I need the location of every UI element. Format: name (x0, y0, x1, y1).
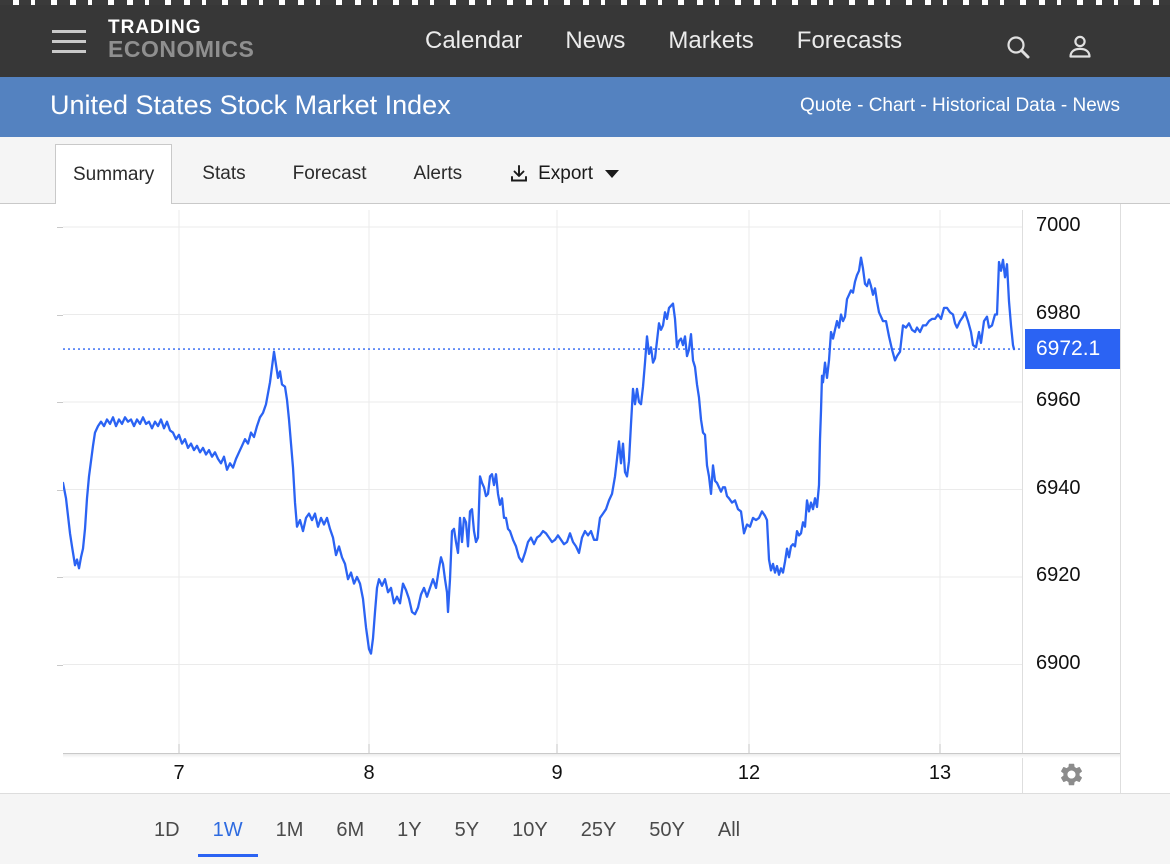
tab-alerts[interactable]: Alerts (413, 162, 463, 184)
chevron-down-icon (605, 169, 620, 178)
y-tick-label: 6900 (1036, 651, 1081, 674)
quick-link-chart[interactable]: Chart (868, 95, 916, 116)
range-25y[interactable]: 25Y (580, 819, 617, 841)
tab-forecast[interactable]: Forecast (292, 162, 367, 184)
y-axis-tick (57, 402, 63, 403)
link-separator: - (915, 95, 933, 116)
range-1y[interactable]: 1Y (397, 819, 422, 841)
nav-item-markets[interactable]: Markets (668, 27, 754, 54)
hamburger-menu-icon[interactable] (52, 30, 86, 53)
y-axis-tick (57, 227, 63, 228)
current-price-badge: 6972.1 (1025, 329, 1120, 370)
chart-settings-gear-icon[interactable] (1058, 761, 1085, 788)
y-tick-label: 7000 (1036, 214, 1081, 236)
link-separator: - (1055, 95, 1073, 116)
range-1d[interactable]: 1D (154, 819, 180, 841)
nav-item-news[interactable]: News (565, 27, 626, 54)
tab-summary[interactable]: Summary (55, 144, 173, 204)
main-nav-links: Calendar News Markets Forecasts (425, 5, 902, 77)
nav-item-forecasts[interactable]: Forecasts (796, 27, 903, 54)
trading-economics-logo[interactable]: TRADING ECONOMICS (108, 18, 254, 61)
y-tick-label: 6920 (1036, 564, 1081, 586)
top-edge-ticker-strip (0, 0, 1170, 5)
instrument-header-bar: United States Stock Market Index Quote -… (0, 77, 1170, 137)
tab-bar: Summary Stats Forecast Alerts Export (0, 137, 1170, 204)
y-axis-tick (57, 577, 63, 578)
export-label: Export (538, 162, 594, 184)
x-tick-label: 12 (737, 762, 761, 784)
user-account-icon[interactable] (1066, 33, 1094, 61)
range-all[interactable]: All (717, 819, 741, 841)
quick-links: Quote - Chart - Historical Data - News (800, 95, 1120, 117)
y-tick-label: 6940 (1036, 476, 1081, 499)
quick-link-historical-data[interactable]: Historical Data (932, 95, 1056, 116)
range-5y[interactable]: 5Y (454, 819, 480, 841)
x-tick-label: 7 (173, 762, 185, 784)
page-title: United States Stock Market Index (50, 90, 451, 120)
top-navigation-bar: TRADING ECONOMICS Calendar News Markets … (0, 5, 1170, 77)
export-menu-button[interactable]: Export (498, 144, 629, 203)
tab-stats[interactable]: Stats (202, 162, 246, 184)
y-axis-border-right (1120, 204, 1121, 793)
logo-line-1: TRADING (108, 17, 202, 38)
x-tick-label: 13 (928, 762, 952, 784)
range-1w[interactable]: 1W (197, 810, 258, 857)
time-range-toolbar: 1D 1W 1M 6M 1Y 5Y 10Y 25Y 50Y All (0, 793, 1170, 864)
x-axis-line (63, 753, 1120, 754)
x-tick-label: 8 (363, 762, 375, 784)
y-tick-label: 6980 (1036, 301, 1081, 324)
y-axis-tick (57, 664, 63, 666)
range-1m[interactable]: 1M (275, 819, 304, 841)
y-tick-label: 6960 (1036, 389, 1081, 411)
price-chart-plot[interactable] (63, 210, 1022, 753)
x-tick-label: 9 (551, 762, 563, 784)
x-axis-shadow (63, 754, 1120, 758)
link-separator: - (851, 95, 869, 116)
y-axis-border-left (1022, 210, 1023, 793)
quick-link-news[interactable]: News (1072, 95, 1120, 116)
logo-line-2: ECONOMICS (108, 36, 255, 62)
download-icon (511, 164, 528, 181)
search-icon[interactable] (1004, 33, 1032, 61)
y-axis-tick (57, 314, 63, 316)
range-6m[interactable]: 6M (336, 819, 365, 841)
quick-link-quote[interactable]: Quote (800, 95, 852, 116)
nav-item-calendar[interactable]: Calendar (425, 27, 523, 54)
range-50y[interactable]: 50Y (649, 819, 685, 841)
y-axis-tick (57, 489, 63, 491)
range-10y[interactable]: 10Y (512, 819, 548, 841)
